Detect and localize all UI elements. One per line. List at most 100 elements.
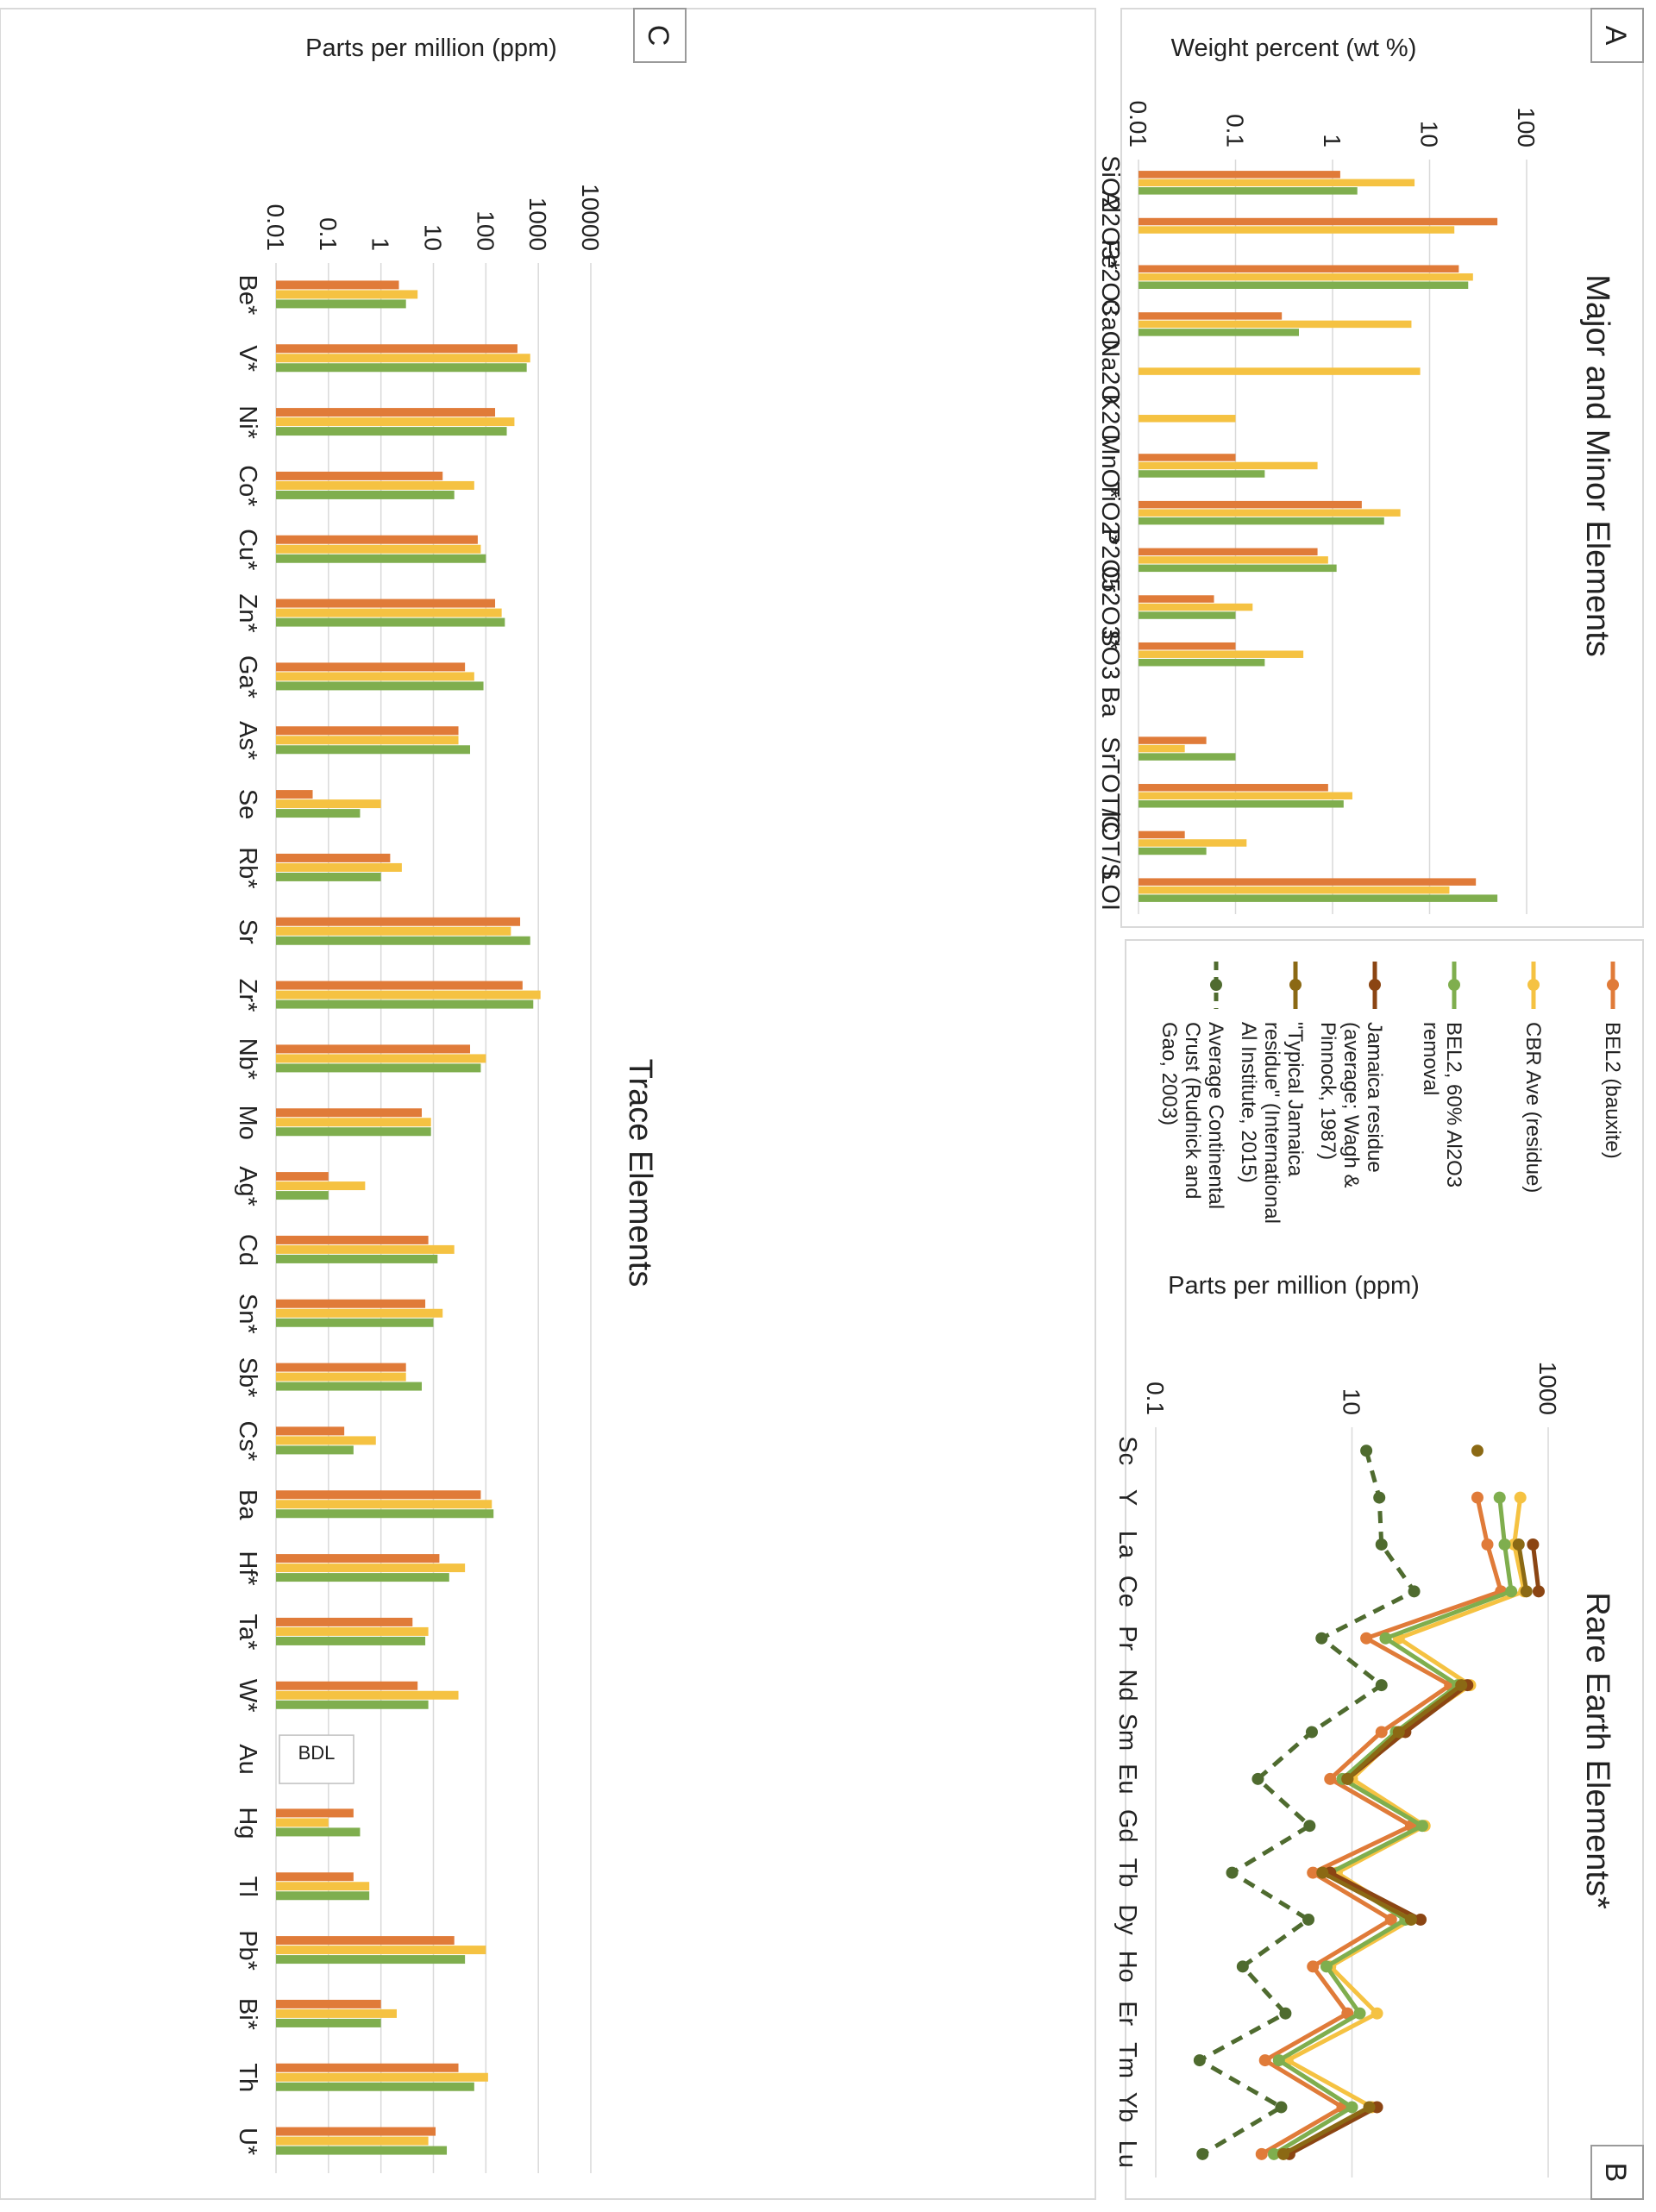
bar-Tl-0 <box>275 1872 354 1882</box>
x-tick-label: Sr <box>234 919 261 944</box>
point-Pr-2 <box>1379 1632 1392 1645</box>
point-Ce-5 <box>1408 1585 1421 1598</box>
x-tick-label: Sn* <box>234 1294 261 1334</box>
bar-Sn-0 <box>275 1299 426 1308</box>
bar-Nb-1 <box>276 1054 486 1063</box>
bar-Bi-0 <box>275 1999 381 2008</box>
point-Ho-0 <box>1307 1960 1320 1973</box>
panel-a-title: Major and Minor Elements <box>1579 274 1615 657</box>
point-Gd-5 <box>1303 1820 1316 1833</box>
y-tick-label: 10 <box>1416 121 1443 147</box>
bar-Al2O3-1 <box>1138 226 1455 234</box>
figure-root: A B C Major and Minor Elements Rare Eart… <box>0 8 1644 2200</box>
x-tick-label: Sr <box>1096 736 1124 761</box>
x-tick-label: Hf* <box>234 1551 261 1585</box>
x-tick-label: Zn* <box>234 594 261 633</box>
bar-MnO-0 <box>1138 454 1236 461</box>
x-tick-label: Sc <box>1113 1436 1141 1465</box>
bar-Hf-2 <box>275 1573 449 1582</box>
point-La-4 <box>1512 1538 1525 1551</box>
point-Nd-5 <box>1375 1679 1388 1692</box>
bar-Sn-2 <box>276 1318 434 1327</box>
point-Gd-2 <box>1415 1820 1428 1833</box>
x-tick-label: Ce <box>1113 1576 1141 1607</box>
bar-Zr-2 <box>276 999 534 1009</box>
bar-V-2 <box>276 363 527 373</box>
bar-Tl-1 <box>276 1882 370 1891</box>
y-tick-label: 10000 <box>577 184 604 251</box>
point-Y-5 <box>1373 1491 1386 1504</box>
x-tick-label: V* <box>234 345 261 372</box>
bar-Co-0 <box>275 471 443 480</box>
x-tick-label: Nb* <box>234 1038 261 1080</box>
panel-c-letter: C <box>642 25 674 47</box>
point-Eu-5 <box>1251 1772 1264 1785</box>
panel-a-frame <box>1120 8 1644 928</box>
x-tick-label: TOT/S <box>1096 807 1124 880</box>
bar-As-1 <box>276 736 459 745</box>
legend: BEL2 (bauxite) CBR Ave (residue) BEL2, 60%… <box>1157 962 1624 1224</box>
panel-a-letter: A <box>1599 26 1632 46</box>
bar-Rb-0 <box>276 853 391 862</box>
x-tick-label: Pr <box>1113 1626 1141 1651</box>
panel-c-plot: 0.01 0.1 1 10 100 1000 10000 Be* V* Ni* Co* Cu* Zn* G… <box>234 184 604 2173</box>
panel-b-letter: B <box>1599 2163 1632 2183</box>
x-tick-label: Co* <box>234 465 261 506</box>
bar-Mo-0 <box>275 1108 423 1118</box>
x-tick-label: Be* <box>234 275 261 316</box>
x-tick-label: Gd <box>1113 1809 1141 1843</box>
y-tick-label: 100 <box>1513 107 1540 147</box>
bar-TiO2-1 <box>1138 509 1401 517</box>
bar-U-2 <box>275 2146 448 2155</box>
point-Y-1 <box>1514 1491 1527 1504</box>
bar-V-0 <box>275 344 518 354</box>
bar-Cs-0 <box>276 1426 345 1436</box>
point-Lu-2 <box>1267 2147 1280 2160</box>
bar-TOTC-2 <box>1138 800 1344 808</box>
bar-Ta-0 <box>276 1617 413 1626</box>
bar-Cd-0 <box>275 1235 429 1244</box>
point-Dy-0 <box>1384 1913 1397 1926</box>
x-tick-label: Au <box>234 1744 261 1774</box>
legend-swatch-marker <box>1289 979 1302 991</box>
bar-P2O5-0 <box>1138 548 1318 556</box>
bar-Rb-2 <box>275 872 381 881</box>
bar-Ba-1 <box>276 1500 492 1509</box>
bar-Th-0 <box>276 2063 459 2072</box>
x-tick-label: U* <box>234 2127 261 2155</box>
bar-Fe2O3-1 <box>1138 273 1473 281</box>
legend-label: Jamaica residue(average; Wagh &Pinnock, … <box>1316 1022 1386 1188</box>
bar-Cu-1 <box>276 544 481 554</box>
point-La-5 <box>1375 1538 1388 1551</box>
point-Lu-4 <box>1276 2147 1289 2160</box>
point-Er-1 <box>1371 2007 1383 2020</box>
x-tick-label: Yb <box>1113 2092 1141 2122</box>
x-tick-label: Er <box>1113 2001 1141 2026</box>
bar-Sb-1 <box>275 1372 406 1382</box>
bar-W-2 <box>275 1700 429 1709</box>
bar-TOTS-1 <box>1138 839 1247 847</box>
bar-P2O5-1 <box>1138 556 1328 564</box>
bar-Ta-1 <box>275 1626 429 1636</box>
point-Er-2 <box>1353 2007 1366 2020</box>
x-tick-label: Zr* <box>234 979 261 1012</box>
bar-Ta-2 <box>275 1636 426 1645</box>
point-Dy-4 <box>1404 1913 1417 1926</box>
point-Sc-4 <box>1471 1444 1484 1457</box>
bar-Sn-1 <box>275 1308 443 1318</box>
bar-TOTC-0 <box>1138 784 1328 792</box>
bar-Rb-1 <box>275 862 402 872</box>
legend-swatch-marker <box>1527 979 1540 991</box>
x-tick-label: TiO2* <box>1096 482 1124 545</box>
point-Sm-0 <box>1375 1726 1388 1739</box>
legend-swatch-marker <box>1607 979 1619 991</box>
bar-W-0 <box>276 1681 418 1690</box>
bar-CaO-0 <box>1138 312 1283 320</box>
point-Eu-4 <box>1341 1772 1354 1785</box>
point-Ce-3 <box>1532 1585 1545 1598</box>
bar-Sb-0 <box>275 1363 406 1372</box>
x-tick-label: Ag* <box>234 1166 261 1206</box>
bar-MnO-1 <box>1138 461 1318 470</box>
bar-Ba-2 <box>275 1509 494 1519</box>
legend-label: CBR Ave (residue) <box>1521 1022 1545 1193</box>
